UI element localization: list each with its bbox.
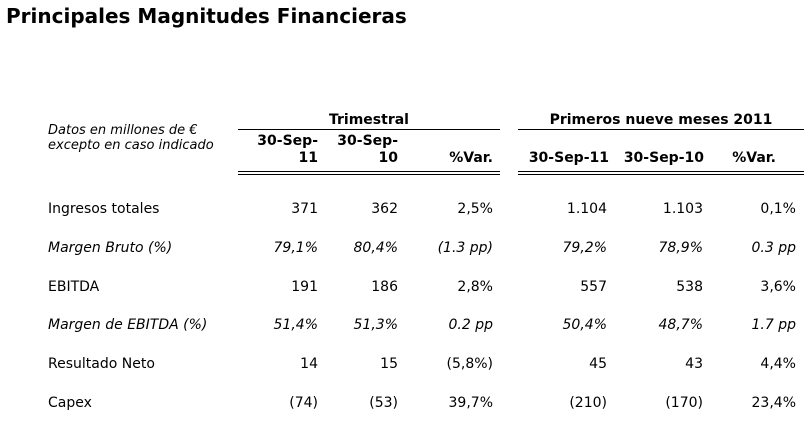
col-header-m-var: %Var.: [732, 150, 776, 166]
header-double-rule-trimestral: [238, 171, 500, 175]
cell-q-2010: 80,4%: [353, 240, 398, 256]
cell-m-2011: 79,2%: [562, 240, 607, 256]
units-note-line1: Datos en millones de €: [48, 123, 198, 138]
cell-q-2010: 362: [371, 201, 398, 217]
cell-m-var: 23,4%: [751, 395, 796, 411]
group-header-trimestral: Trimestral: [329, 112, 409, 128]
cell-m-var: 1.7 pp: [751, 317, 797, 333]
cell-m-var: 3,6%: [760, 279, 796, 295]
cell-m-2010: 48,7%: [658, 317, 703, 333]
cell-m-var: 4,4%: [760, 356, 796, 372]
cell-q-var: (1.3 pp): [437, 240, 493, 256]
cell-m-2011: 50,4%: [562, 317, 607, 333]
col-header-q-var: %Var.: [449, 150, 493, 166]
col-header-q-2011: 30-Sep- 11: [257, 133, 318, 166]
col-header-q-2010: 30-Sep- 10: [337, 133, 398, 166]
cell-m-var: 0.3 pp: [751, 240, 797, 256]
cell-q-var: (5,8%): [446, 356, 494, 372]
cell-m-2011: 45: [589, 356, 607, 372]
page-title: Principales Magnitudes Financieras: [6, 4, 407, 28]
group-rule-nueve-meses: [518, 129, 804, 130]
row-label: Ingresos totales: [48, 201, 160, 217]
row-label: Margen Bruto (%): [48, 240, 173, 256]
row-label: Resultado Neto: [48, 356, 155, 372]
cell-q-var: 2,5%: [457, 201, 493, 217]
cell-q-2010: 15: [380, 356, 398, 372]
cell-q-2011: 191: [291, 279, 318, 295]
cell-q-var: 0.2 pp: [448, 317, 494, 333]
cell-q-2011: 371: [291, 201, 318, 217]
cell-q-2011: 14: [300, 356, 318, 372]
row-label: EBITDA: [48, 279, 100, 295]
cell-m-2011: (210): [569, 395, 607, 411]
units-note: Datos en millones de € excepto en caso i…: [48, 123, 214, 153]
cell-q-var: 2,8%: [457, 279, 493, 295]
cell-q-2010: 51,3%: [353, 317, 398, 333]
cell-m-2010: 538: [676, 279, 703, 295]
group-header-nueve-meses: Primeros nueve meses 2011: [549, 112, 773, 128]
cell-m-2011: 557: [580, 279, 607, 295]
col-header-m-2011: 30-Sep-11: [528, 150, 609, 166]
cell-m-2010: 78,9%: [658, 240, 703, 256]
cell-q-2010: 186: [371, 279, 398, 295]
cell-q-var: 39,7%: [448, 395, 493, 411]
group-rule-trimestral: [238, 129, 500, 130]
cell-q-2011: 79,1%: [273, 240, 318, 256]
col-header-m-2010: 30-Sep-10: [623, 150, 704, 166]
cell-m-2010: (170): [665, 395, 703, 411]
cell-q-2011: (74): [289, 395, 318, 411]
row-label: Margen de EBITDA (%): [48, 317, 208, 333]
cell-m-2010: 1.103: [662, 201, 703, 217]
cell-m-2011: 1.104: [566, 201, 607, 217]
cell-m-2010: 43: [685, 356, 703, 372]
cell-q-2011: 51,4%: [273, 317, 318, 333]
cell-m-var: 0,1%: [760, 201, 796, 217]
cell-q-2010: (53): [369, 395, 398, 411]
row-label: Capex: [48, 395, 92, 411]
units-note-line2: excepto en caso indicado: [48, 138, 214, 153]
header-double-rule-nueve-meses: [518, 171, 804, 175]
